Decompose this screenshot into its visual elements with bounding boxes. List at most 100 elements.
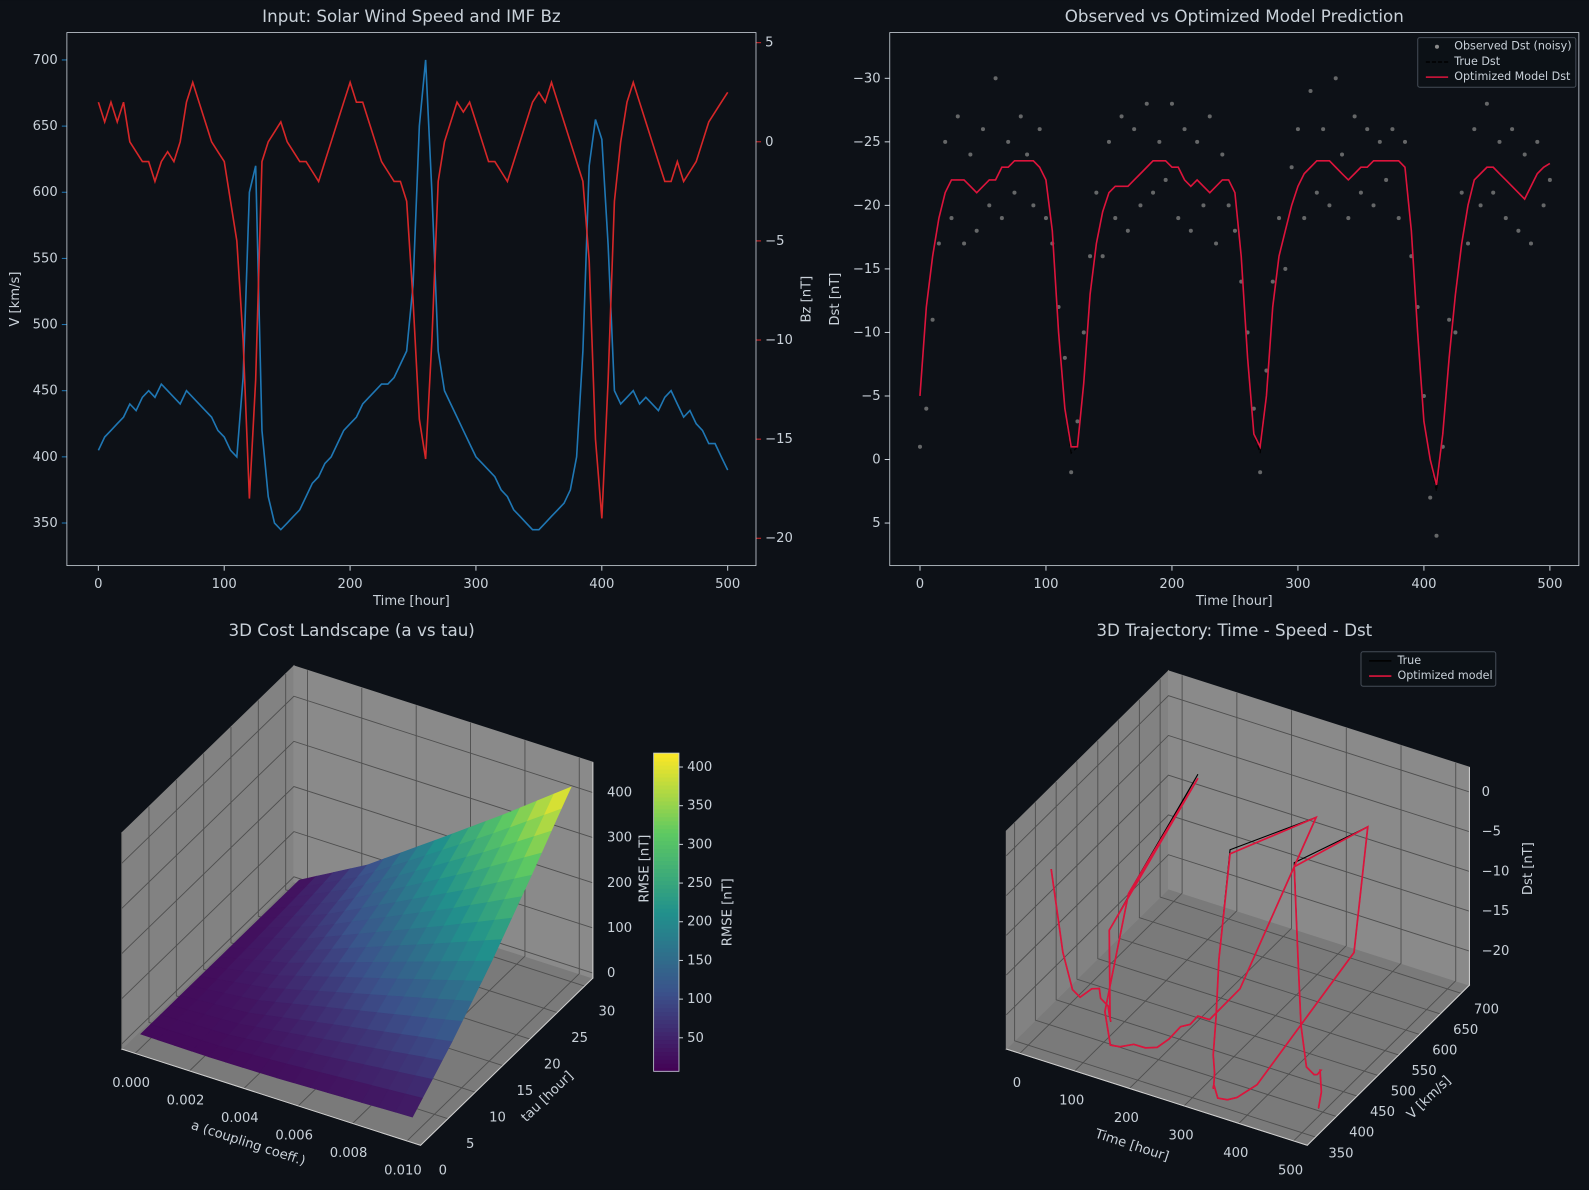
colorbar-step [653, 936, 679, 941]
colorbar-step [653, 788, 679, 794]
colorbar-step [653, 1039, 679, 1045]
y-tick-label: 650 [33, 119, 58, 134]
scatter-point [1232, 228, 1237, 233]
scatter-point [1169, 101, 1174, 106]
colorbar-step [653, 920, 679, 925]
y-tick-label: 700 [1474, 1003, 1499, 1018]
colorbar-step [653, 995, 679, 1001]
scatter-point [1258, 470, 1263, 475]
scatter-point [987, 203, 992, 208]
scatter-point [1088, 254, 1093, 259]
colorbar-step [653, 912, 679, 917]
trajectory-line [1050, 777, 1369, 1109]
scatter-point [1434, 533, 1439, 538]
y2-axis-label: Bz [nT] [800, 276, 815, 323]
colorbar-step [653, 944, 679, 949]
scatter-point [1201, 203, 1206, 208]
colorbar-step [653, 900, 679, 905]
y-tick-label: 600 [33, 185, 58, 200]
x-tick-label: 100 [212, 577, 237, 592]
colorbar-step [653, 1059, 679, 1064]
x-tick-label: 300 [1169, 1128, 1194, 1143]
scatter-point [1031, 203, 1036, 208]
colorbar-step [653, 1067, 679, 1072]
x-tick-label: 0.002 [167, 1093, 205, 1108]
colorbar-step [653, 864, 679, 870]
x-tick-label: 0 [916, 577, 924, 592]
scatter-point [1522, 152, 1527, 157]
grid-line [1034, 802, 1337, 1117]
colorbar-step [653, 975, 679, 981]
y-axis-label: Dst [nT] [828, 273, 843, 326]
colorbar-step [653, 872, 679, 878]
x-tick-label: 400 [589, 577, 614, 592]
scatter-point [1541, 203, 1546, 208]
scatter-point [1176, 216, 1181, 221]
colorbar-step [653, 824, 679, 830]
colorbar-step [653, 840, 679, 846]
scatter-point [1094, 190, 1099, 195]
grid-line [1055, 781, 1358, 1097]
scatter-point [1283, 266, 1288, 271]
colorbar-step [653, 780, 679, 786]
colorbar-step [653, 848, 679, 854]
colorbar-label: RMSE [nT] [721, 878, 736, 946]
scatter-point [955, 114, 960, 119]
legend-label: Optimized Model Dst [1454, 70, 1571, 83]
colorbar-step [653, 1007, 679, 1013]
colorbar-step [653, 959, 679, 965]
y-tick-label: 5 [872, 516, 880, 531]
y-tick-label: 550 [33, 251, 58, 266]
grid-line [1118, 720, 1420, 1035]
colorbar-step [653, 765, 679, 770]
colorbar-step [653, 852, 679, 858]
z-tick-label: 0 [607, 966, 615, 981]
colorbar-step [653, 1027, 679, 1033]
y-tick-label: −15 [853, 262, 881, 277]
scatter-point [1396, 216, 1401, 221]
y-axis-label: V [km/s] [8, 272, 23, 327]
scatter-point [1037, 127, 1042, 132]
scatter-point [1100, 254, 1105, 259]
scatter-point [1302, 216, 1307, 221]
scatter-point [1528, 241, 1534, 246]
x-tick-label: 200 [1114, 1111, 1139, 1126]
scatter-point [1358, 190, 1363, 195]
z-tick-label: −10 [1482, 864, 1510, 879]
colorbar-tick-label: 150 [687, 953, 712, 968]
grid-line [1005, 814, 1470, 976]
scatter-point [1043, 216, 1049, 221]
grid-line [1005, 774, 1470, 936]
axes-frame [66, 32, 757, 567]
x-tick-label: 0.006 [275, 1128, 313, 1143]
colorbar-step [653, 884, 679, 889]
colorbar-step [653, 808, 679, 814]
x-tick-label: 200 [1159, 577, 1184, 592]
series-line [97, 59, 729, 531]
scatter-point [1402, 139, 1408, 144]
scatter-point [1144, 101, 1149, 106]
series-line [97, 79, 729, 519]
surface-patch [394, 1093, 423, 1118]
chart-title: 3D Trajectory: Time - Speed - Dst [1096, 620, 1372, 640]
colorbar-step [653, 1043, 679, 1049]
colorbar-step [653, 812, 679, 818]
scatter-point [1308, 88, 1313, 94]
y-tick-label: 450 [1370, 1105, 1395, 1120]
colorbar-step [653, 904, 679, 909]
scatter-point [1018, 114, 1023, 119]
scatter-point [1214, 241, 1219, 246]
grid-line [1097, 740, 1399, 1056]
colorbar-step [653, 1011, 679, 1017]
colorbar-step [653, 999, 679, 1005]
axis-edge [1006, 767, 1470, 1146]
colorbar-step [653, 772, 679, 778]
x-tick-label: 100 [1059, 1093, 1084, 1108]
grid-line [1076, 761, 1379, 1076]
colorbar-step [653, 967, 679, 973]
scatter-point [1195, 139, 1200, 144]
colorbar-step [653, 753, 679, 758]
colorbar-step [653, 983, 679, 989]
scatter-point [1346, 216, 1351, 221]
